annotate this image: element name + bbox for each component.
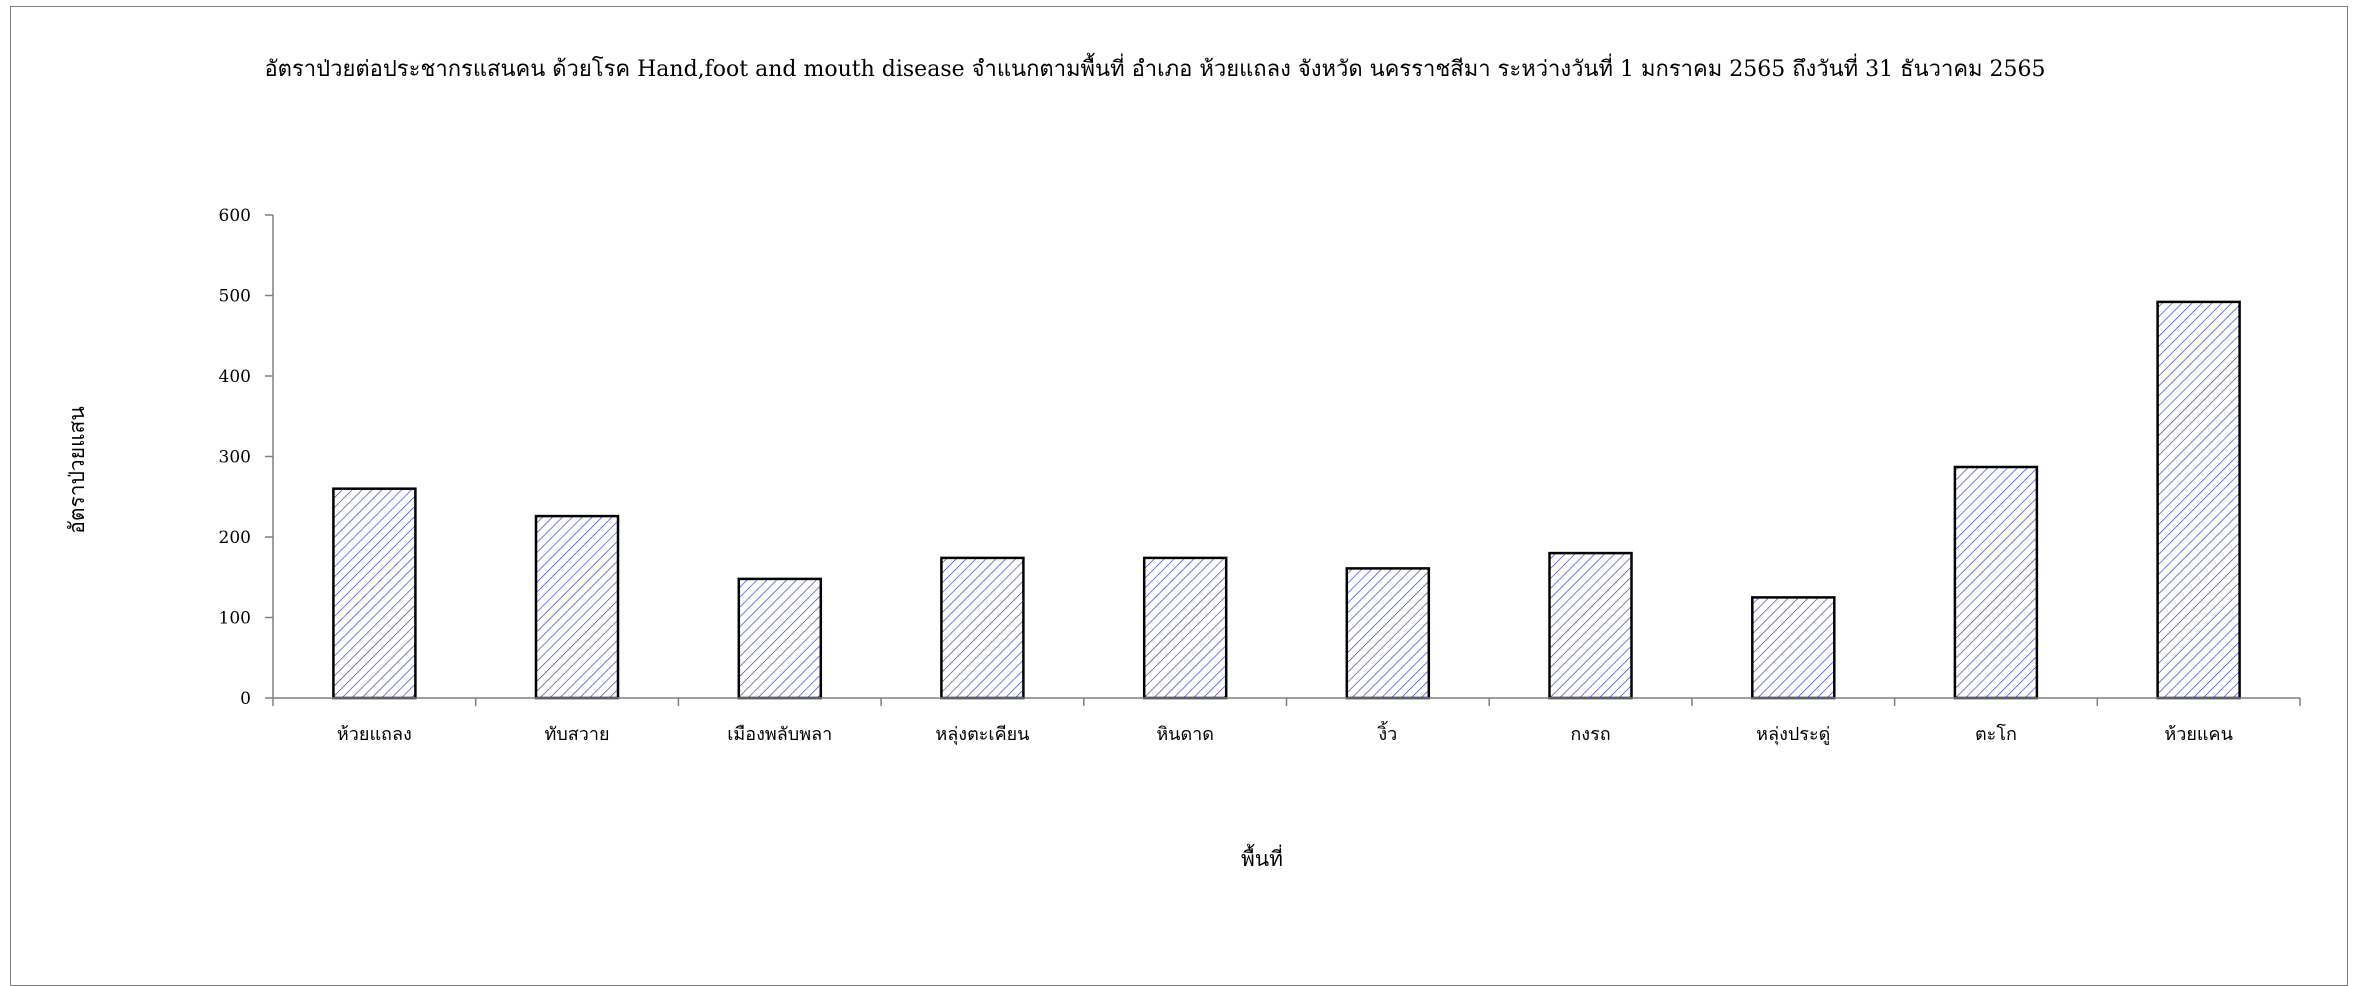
x-tick-label-0: ห้วยแถลง [337, 724, 412, 745]
x-tick-label-4: หินดาด [1156, 724, 1214, 745]
x-axis-title: พื้นที่ [1241, 844, 1283, 871]
bar-8 [1953, 465, 2039, 700]
y-axis-title: อัตราป่วยแสน [65, 406, 89, 533]
y-tick-label-4: 400 [219, 367, 251, 387]
x-tick-label-1: ทับสวาย [545, 724, 610, 745]
y-tick-label-1: 100 [219, 609, 251, 629]
y-tick-label-6: 600 [219, 206, 251, 226]
x-tick-label-9: ห้วยแคน [2164, 724, 2232, 745]
bar-3 [940, 556, 1025, 700]
y-tick-label-3: 300 [219, 448, 251, 468]
x-tick-label-6: กงรถ [1570, 724, 1610, 745]
x-tick-label-3: หลุ่งตะเคียน [935, 724, 1029, 745]
y-tick-label-2: 200 [219, 528, 251, 548]
x-tick-label-7: หลุ่งประดู่ [1756, 724, 1830, 745]
bar-7 [1751, 596, 1836, 700]
x-tick-label-5: งิ้ว [1377, 721, 1397, 745]
y-tick-label-0: 0 [240, 689, 251, 709]
chart-title: อัตราป่วยต่อประชากรแสนคน ด้วยโรค Hand,fo… [264, 53, 2045, 82]
y-axis: 0 100 200 300 400 500 600 [219, 206, 274, 709]
bar-6 [1548, 551, 1633, 700]
bar-5 [1345, 567, 1431, 700]
bars-group [332, 300, 2241, 700]
y-tick-label-5: 500 [219, 287, 251, 307]
x-tick-label-2: เมืองพลับพลา [727, 724, 832, 745]
x-axis: ห้วยแถลง ทับสวาย เมืองพลับพลา หลุ่งตะเคียน ห… [272, 697, 2301, 745]
bar-2 [737, 577, 823, 700]
bar-0 [332, 487, 417, 700]
bar-9 [2156, 300, 2241, 700]
bar-1 [534, 514, 620, 700]
x-tick-label-8: ตะโก [1975, 723, 2017, 745]
bar-4 [1142, 556, 1228, 700]
